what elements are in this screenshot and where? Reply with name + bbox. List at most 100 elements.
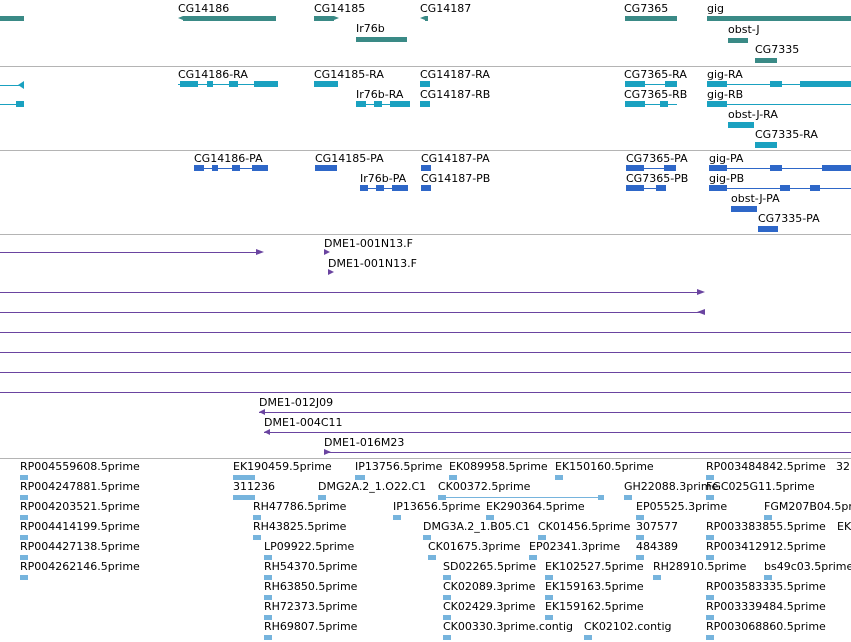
gene-label[interactable]: gig <box>707 2 725 15</box>
est-feature[interactable] <box>264 595 272 600</box>
est-label[interactable]: RP003068860.5prime <box>706 620 826 633</box>
est-feature[interactable] <box>233 495 255 500</box>
transcript-exon[interactable] <box>770 81 782 87</box>
est-label[interactable]: IP13656.5prime <box>393 500 481 513</box>
est-feature[interactable] <box>443 615 451 620</box>
transcript-exon[interactable] <box>356 101 366 107</box>
est-label[interactable]: CK02429.3prime <box>443 600 536 613</box>
clone-label[interactable]: DME1-016M23 <box>324 436 405 449</box>
est-feature[interactable] <box>545 575 553 580</box>
protein-exon[interactable] <box>810 185 820 191</box>
gene-label[interactable]: CG14186 <box>178 2 230 15</box>
est-feature[interactable] <box>449 475 457 480</box>
transcript-label[interactable]: CG7335-RA <box>755 128 818 141</box>
gene-bar[interactable] <box>625 16 677 21</box>
est-feature[interactable] <box>636 515 644 520</box>
est-label[interactable]: EK190459.5prime <box>233 460 332 473</box>
est-feature[interactable] <box>393 515 401 520</box>
transcript-exon[interactable] <box>625 81 645 87</box>
est-feature[interactable] <box>636 555 644 560</box>
est-label[interactable]: 484389 <box>636 540 678 553</box>
clone-label[interactable]: DME1-012J09 <box>259 396 334 409</box>
est-feature[interactable] <box>636 535 644 540</box>
est-feature[interactable] <box>529 555 537 560</box>
est-label[interactable]: RH72373.5prime <box>264 600 358 613</box>
est-feature[interactable] <box>555 475 563 480</box>
transcript-exon[interactable] <box>728 122 754 128</box>
clone-line[interactable] <box>0 252 258 253</box>
gene-bar[interactable] <box>183 16 276 21</box>
protein-exon[interactable] <box>315 165 337 171</box>
est-label[interactable]: EK159162.5prime <box>545 600 644 613</box>
est-feature[interactable] <box>264 615 272 620</box>
transcript-exon[interactable] <box>800 81 851 87</box>
est-feature[interactable] <box>584 635 592 640</box>
clone-line[interactable] <box>259 412 851 413</box>
est-label[interactable]: DMG3A.2_1.B05.C1 <box>423 520 531 533</box>
protein-label[interactable]: gig-PB <box>709 172 745 185</box>
protein-exon[interactable] <box>780 185 790 191</box>
transcript-exon[interactable] <box>665 81 677 87</box>
clone-line[interactable] <box>0 352 851 353</box>
est-feature[interactable] <box>706 475 714 480</box>
est-feature[interactable] <box>443 635 451 640</box>
protein-label[interactable]: obst-J-PA <box>731 192 780 205</box>
protein-exon[interactable] <box>731 206 757 212</box>
est-label[interactable]: RP004414199.5prime <box>20 520 140 533</box>
protein-exon[interactable] <box>626 185 644 191</box>
est-label[interactable]: RP003583335.5prime <box>706 580 826 593</box>
protein-exon[interactable] <box>664 165 676 171</box>
est-label[interactable]: EK102527.5prime <box>545 560 644 573</box>
est-label[interactable]: EP02341.3prime <box>529 540 621 553</box>
gene-label[interactable]: CG7365 <box>624 2 669 15</box>
est-label[interactable]: SD02265.5prime <box>443 560 536 573</box>
est-feature[interactable] <box>538 535 546 540</box>
est-feature[interactable] <box>20 575 28 580</box>
est-feature[interactable] <box>233 475 255 480</box>
est-label[interactable]: EK <box>837 520 851 533</box>
transcript-exon[interactable] <box>254 81 278 87</box>
clone-label[interactable]: DME1-001N13.F <box>328 257 417 270</box>
protein-exon[interactable] <box>360 185 368 191</box>
est-label[interactable]: FGC025G11.5prime <box>706 480 815 493</box>
est-feature[interactable] <box>706 635 714 640</box>
est-feature[interactable] <box>20 535 28 540</box>
est-label[interactable]: FGM207B04.5prime <box>764 500 851 513</box>
est-label[interactable]: RP004559608.5prime <box>20 460 140 473</box>
gene-bar[interactable] <box>707 16 851 21</box>
est-label[interactable]: GH22088.3prime <box>624 480 719 493</box>
gene-label[interactable]: obst-J <box>728 23 760 36</box>
est-label[interactable]: EK290364.5prime <box>486 500 585 513</box>
protein-exon[interactable] <box>709 185 727 191</box>
est-feature[interactable] <box>545 615 553 620</box>
protein-exon[interactable] <box>770 165 782 171</box>
est-label[interactable]: CK01456.5prime <box>538 520 631 533</box>
est-feature[interactable] <box>706 535 714 540</box>
est-feature[interactable] <box>355 475 365 480</box>
protein-exon[interactable] <box>392 185 408 191</box>
protein-label[interactable]: CG14186-PA <box>194 152 263 165</box>
est-label[interactable]: RP004203521.5prime <box>20 500 140 513</box>
transcript-label[interactable]: CG7365-RA <box>624 68 687 81</box>
est-label[interactable]: RH47786.5prime <box>253 500 347 513</box>
clone-line[interactable] <box>0 372 851 373</box>
gene-bar[interactable] <box>425 16 428 21</box>
transcript-label[interactable]: CG14186-RA <box>178 68 248 81</box>
gene-label[interactable]: Ir76b <box>356 22 385 35</box>
transcript-exon[interactable] <box>755 142 777 148</box>
est-label[interactable]: LP09922.5prime <box>264 540 355 553</box>
protein-exon[interactable] <box>421 185 431 191</box>
transcript-label[interactable]: Ir76b-RA <box>356 88 404 101</box>
transcript-exon[interactable] <box>229 81 238 87</box>
est-label[interactable]: RH28910.5prime <box>653 560 747 573</box>
protein-exon[interactable] <box>656 185 666 191</box>
est-feature[interactable] <box>545 595 553 600</box>
protein-label[interactable]: Ir76b-PA <box>360 172 407 185</box>
transcript-exon[interactable] <box>390 101 410 107</box>
est-label[interactable]: RH69807.5prime <box>264 620 358 633</box>
est-label[interactable]: 307577 <box>636 520 678 533</box>
transcript-label[interactable]: CG14187-RB <box>420 88 491 101</box>
est-label[interactable]: RP003383855.5prime <box>706 520 826 533</box>
est-label[interactable]: IP13756.5prime <box>355 460 443 473</box>
protein-exon[interactable] <box>232 165 240 171</box>
